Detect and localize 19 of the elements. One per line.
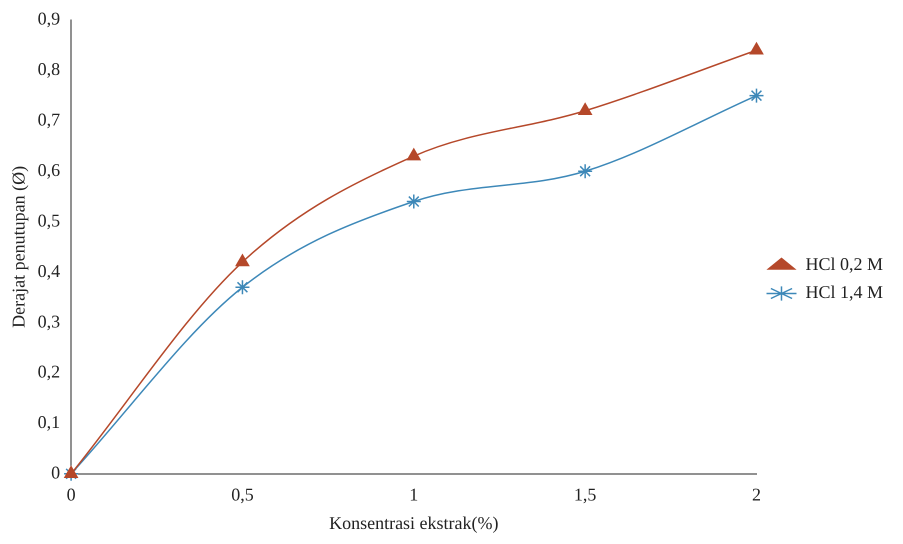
y-tick-label: 0,9 bbox=[38, 8, 60, 29]
y-tick-label: 0,1 bbox=[38, 412, 60, 432]
y-tick-label: 0,8 bbox=[38, 59, 60, 80]
x-tick-label: 1,5 bbox=[574, 484, 596, 504]
legend-label: HCl 1,4 M bbox=[805, 282, 884, 302]
y-tick-label: 0,3 bbox=[38, 311, 60, 332]
y-tick-label: 0,2 bbox=[38, 362, 60, 382]
x-tick-label: 0 bbox=[66, 484, 76, 504]
x-tick-label: 1 bbox=[409, 484, 418, 504]
y-tick-label: 0,5 bbox=[38, 210, 60, 230]
x-tick-label: 2 bbox=[752, 484, 761, 504]
legend-label: HCl 0,2 M bbox=[805, 254, 884, 274]
x-tick-label: 0,5 bbox=[231, 484, 254, 504]
y-tick-label: 0,6 bbox=[38, 160, 60, 180]
y-tick-label: 0 bbox=[51, 462, 60, 483]
x-axis-title: Konsentrasi ekstrak(%) bbox=[329, 512, 499, 533]
y-tick-label: 0,7 bbox=[38, 110, 60, 130]
y-tick-label: 0,4 bbox=[38, 260, 60, 281]
y-axis-title: Derajat penutupan (Ø) bbox=[8, 166, 29, 328]
